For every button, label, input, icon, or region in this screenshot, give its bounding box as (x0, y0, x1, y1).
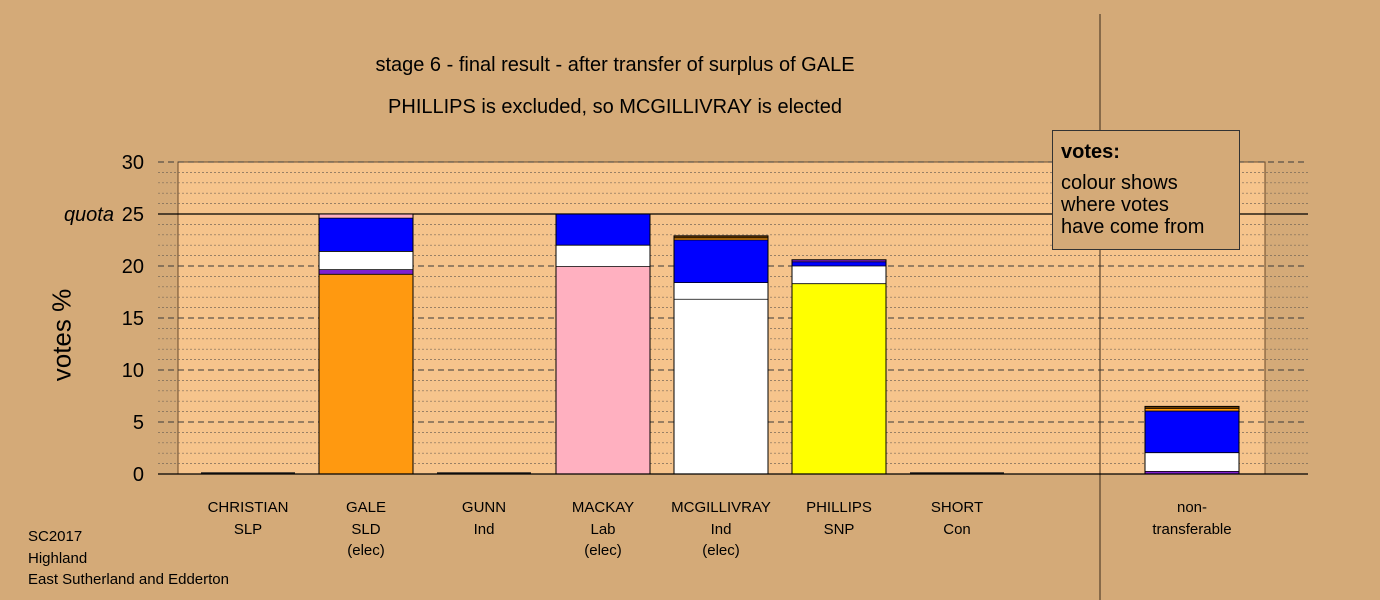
category-label-line: transferable (1152, 520, 1232, 538)
y-tick-label: 5 (133, 412, 144, 434)
chart-title: stage 6 - final result - after transfer … (375, 54, 855, 76)
category-label: non-transferable (1127, 497, 1257, 540)
y-tick-label: 15 (122, 308, 144, 330)
bar-segment (674, 237, 768, 240)
y-tick-label: 0 (133, 464, 144, 486)
y-tick-label: 20 (122, 256, 144, 278)
bar-segment (319, 218, 413, 252)
category-label-line: Ind (710, 520, 732, 538)
bar-segment (674, 299, 768, 474)
quota-label: quota (64, 204, 114, 226)
bar-segment (674, 235, 768, 238)
footer-line: SC2017 (28, 528, 83, 545)
category-label: PHILLIPS SNP (774, 497, 904, 540)
bar-segment (792, 261, 886, 266)
category-label-line: (elec) (347, 542, 385, 559)
category-label: GUNN Ind (419, 497, 549, 540)
category-label: GALE SLD (elec) (301, 497, 431, 562)
bar-segment (792, 283, 886, 474)
category-label: SHORT Con (892, 497, 1022, 540)
category-label-line: SNP (823, 520, 855, 538)
legend: votes: colour shows where votes have com… (1052, 130, 1240, 250)
bar-segment (556, 214, 650, 246)
category-label-line: non- (1176, 499, 1208, 516)
bar-segment (556, 266, 650, 474)
y-tick-label: 10 (122, 360, 144, 382)
bar-segment (1145, 411, 1239, 453)
y-tick-label: 30 (122, 152, 144, 174)
bar-segment (319, 214, 413, 219)
footer-line: East Sutherland and Edderton (28, 571, 229, 588)
bar-segment (1145, 452, 1239, 472)
y-tick-label: 25 (122, 204, 144, 226)
bar-segment (319, 269, 413, 275)
category-label-line: Ind (473, 520, 495, 538)
category-label: CHRISTIAN SLP (183, 497, 313, 540)
category-label: MACKAY Lab (elec) (538, 497, 668, 562)
category-label-line: (elec) (584, 542, 622, 559)
bar-segment (792, 259, 886, 262)
legend-title: votes: (1061, 141, 1120, 163)
category-label-line: Con (943, 520, 971, 538)
category-label-line: Lab (590, 520, 616, 538)
category-label-line: CHRISTIAN (207, 499, 289, 516)
category-label: MCGILLIVRAY Ind (elec) (656, 497, 786, 562)
bar-segment (674, 282, 768, 300)
category-label-line: SHORT (930, 499, 984, 516)
category-label-line: GUNN (461, 499, 507, 516)
footer-info: SC2017 Highland East Sutherland and Edde… (28, 526, 229, 591)
category-label-line: SLD (351, 520, 381, 538)
category-label-line: MCGILLIVRAY (671, 499, 771, 516)
bar-segment (319, 274, 413, 474)
category-label-line: GALE (345, 499, 387, 516)
legend-text: colour shows where votes have come from (1061, 172, 1205, 238)
bar-segment (792, 266, 886, 284)
bar-segment (556, 245, 650, 267)
bar-segment (1145, 471, 1239, 474)
category-label-line: SLP (233, 520, 263, 538)
y-axis-label: votes % (46, 288, 77, 382)
bar-segment (1145, 408, 1239, 412)
chart-subtitle: PHILLIPS is excluded, so MCGILLIVRAY is … (388, 96, 842, 118)
bar-segment (319, 251, 413, 270)
footer-line: Highland (28, 549, 88, 567)
category-label-line: PHILLIPS (806, 499, 872, 516)
bar-segment (1145, 406, 1239, 409)
bar-segment (674, 240, 768, 283)
category-label-line: MACKAY (571, 499, 635, 516)
category-label-line: (elec) (702, 542, 740, 559)
